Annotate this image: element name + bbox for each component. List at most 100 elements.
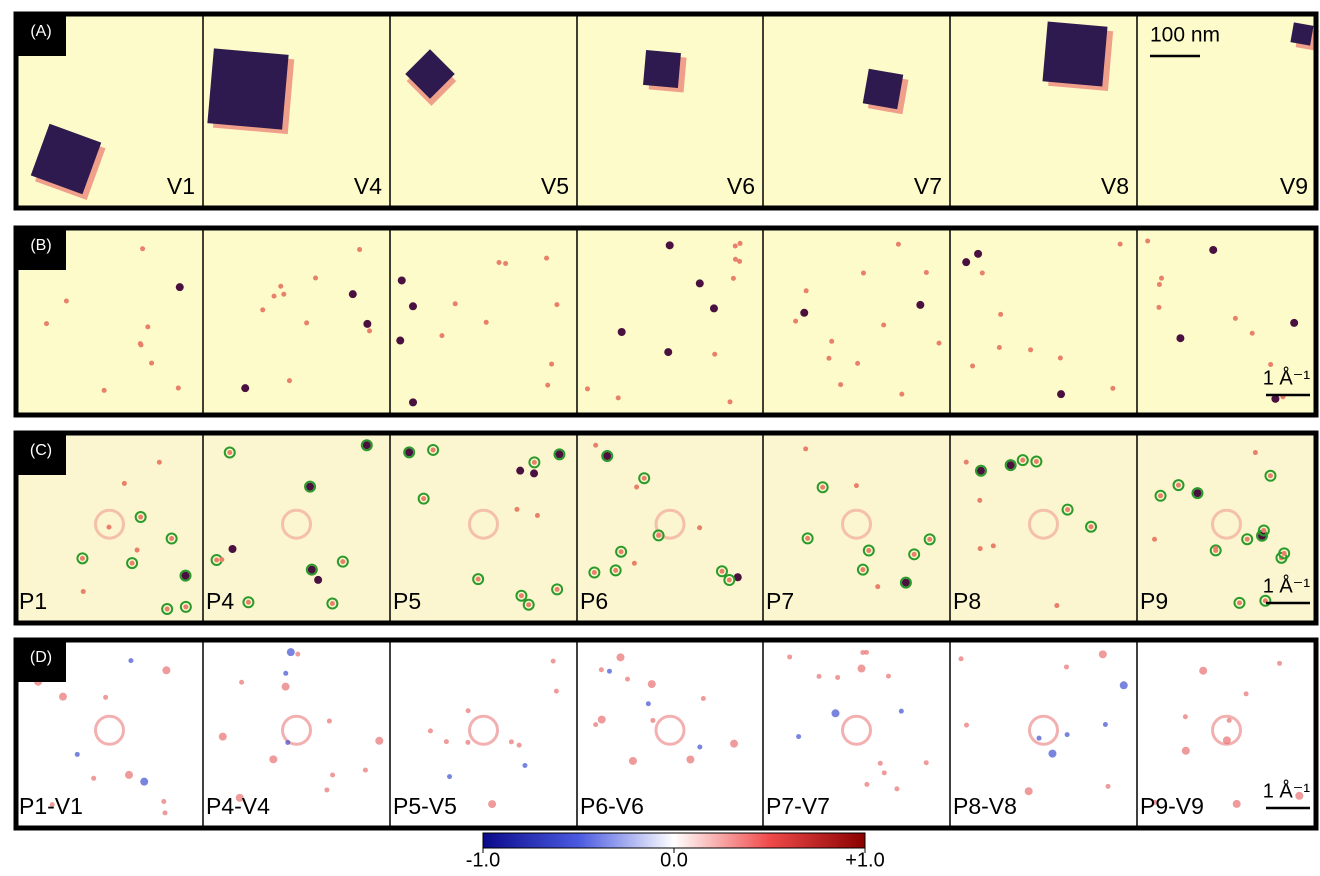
diffraction-spot — [978, 546, 983, 551]
diffraction-spot — [1058, 356, 1063, 361]
diffraction-spot — [324, 787, 329, 792]
diffraction-spot — [219, 733, 227, 741]
diffraction-spot — [857, 665, 865, 673]
diffraction-spot — [476, 577, 481, 582]
diffraction-spot — [593, 722, 598, 727]
diffraction-spot — [634, 485, 639, 490]
scale-bar-label: 1 Å⁻¹ — [1263, 574, 1311, 597]
diffraction-spot — [886, 674, 891, 679]
diffraction-spot — [239, 680, 244, 685]
diffraction-spot — [866, 548, 871, 553]
diffraction-spot — [503, 261, 508, 266]
diffraction-spot — [75, 752, 80, 757]
diffraction-spot — [1007, 461, 1015, 469]
diffraction-spot — [554, 302, 559, 307]
diffraction-spot — [439, 333, 444, 338]
diffraction-spot — [937, 341, 942, 346]
diffraction-spot — [363, 441, 371, 449]
diffraction-spot — [629, 757, 637, 765]
diffraction-spot — [1110, 386, 1115, 391]
diffraction-spot — [896, 242, 901, 247]
panel-label: P1-V1 — [19, 793, 83, 819]
diffraction-spot — [796, 734, 801, 739]
diffraction-spot — [138, 342, 143, 347]
diffraction-spot — [227, 450, 232, 455]
diffraction-spot — [544, 256, 549, 261]
diffraction-spot — [1183, 714, 1188, 719]
diffraction-spot — [1277, 661, 1282, 666]
diffraction-spot — [405, 448, 413, 456]
diffraction-spot — [1120, 681, 1128, 689]
particle — [207, 48, 288, 129]
diffraction-spot — [803, 446, 808, 451]
diffraction-spot — [1193, 489, 1201, 497]
panel-label: P9-V9 — [1140, 793, 1204, 819]
diffraction-spot — [145, 324, 150, 329]
diffraction-spot — [800, 309, 808, 317]
diffraction-spot — [314, 576, 322, 584]
diffraction-spot — [517, 743, 522, 748]
diffraction-spot — [140, 778, 148, 786]
diffraction-spot — [555, 587, 560, 592]
diffraction-spot — [526, 602, 531, 607]
panel-label: V7 — [914, 173, 942, 199]
diffraction-spot — [977, 467, 985, 475]
diffraction-spot — [1233, 800, 1241, 808]
diffraction-spot — [977, 498, 982, 503]
diffraction-spot — [899, 392, 904, 397]
panel-label: V5 — [541, 173, 569, 199]
diffraction-spot — [1282, 551, 1287, 556]
diffraction-spot — [974, 250, 982, 258]
diffraction-spot — [295, 652, 300, 657]
diffraction-spot — [488, 800, 496, 808]
diffraction-spot — [447, 774, 452, 779]
diffraction-spot — [59, 693, 67, 701]
diffraction-spot — [731, 276, 736, 281]
diffraction-spot — [1037, 736, 1042, 741]
panel-label: V1 — [167, 173, 195, 199]
diffraction-spot — [1106, 784, 1111, 789]
diffraction-spot — [530, 469, 538, 477]
diffraction-spot — [875, 584, 880, 589]
diffraction-spot — [1223, 736, 1231, 744]
diffraction-spot — [1158, 493, 1163, 498]
diffraction-spot — [787, 654, 792, 659]
diffraction-spot — [327, 719, 332, 724]
panel-label: P6 — [580, 588, 608, 614]
diffraction-spot — [592, 570, 597, 575]
figure: V1V4V5V6V7V8V9(A)100 nm(B)1 Å⁻¹P1P4P5P6P… — [0, 0, 1320, 871]
diffraction-spot — [157, 460, 162, 465]
diffraction-spot — [1089, 524, 1094, 529]
diffraction-spot — [281, 292, 286, 297]
diffraction-spot — [998, 312, 1003, 317]
panel-label: V4 — [354, 173, 382, 199]
diffraction-spot — [484, 320, 489, 325]
row-label: (B) — [30, 237, 51, 254]
row-label: (D) — [30, 649, 52, 666]
particle — [1290, 22, 1313, 45]
particle — [643, 50, 681, 88]
diffraction-spot — [1176, 483, 1181, 488]
diffraction-spot — [1159, 276, 1164, 281]
diffraction-spot — [409, 398, 417, 406]
diffraction-spot — [697, 525, 702, 530]
diffraction-spot — [80, 556, 85, 561]
diffraction-spot — [229, 545, 237, 553]
diffraction-spot — [466, 708, 471, 713]
diffraction-spot — [585, 386, 590, 391]
colorbar-tick-label: -1.0 — [466, 849, 500, 871]
diffraction-spot — [619, 549, 624, 554]
diffraction-spot — [304, 320, 309, 325]
diffraction-spot — [1290, 319, 1298, 327]
diffraction-spot — [219, 557, 224, 562]
diffraction-spot — [618, 328, 626, 336]
diffraction-spot — [686, 756, 694, 764]
diffraction-spot — [363, 768, 368, 773]
diffraction-spot — [1103, 722, 1108, 727]
diffraction-spot — [1118, 242, 1123, 247]
diffraction-spot — [607, 669, 612, 674]
diffraction-spot — [1245, 537, 1250, 542]
diffraction-spot — [882, 770, 887, 775]
diffraction-spot — [1250, 331, 1255, 336]
diffraction-spot — [733, 244, 738, 249]
